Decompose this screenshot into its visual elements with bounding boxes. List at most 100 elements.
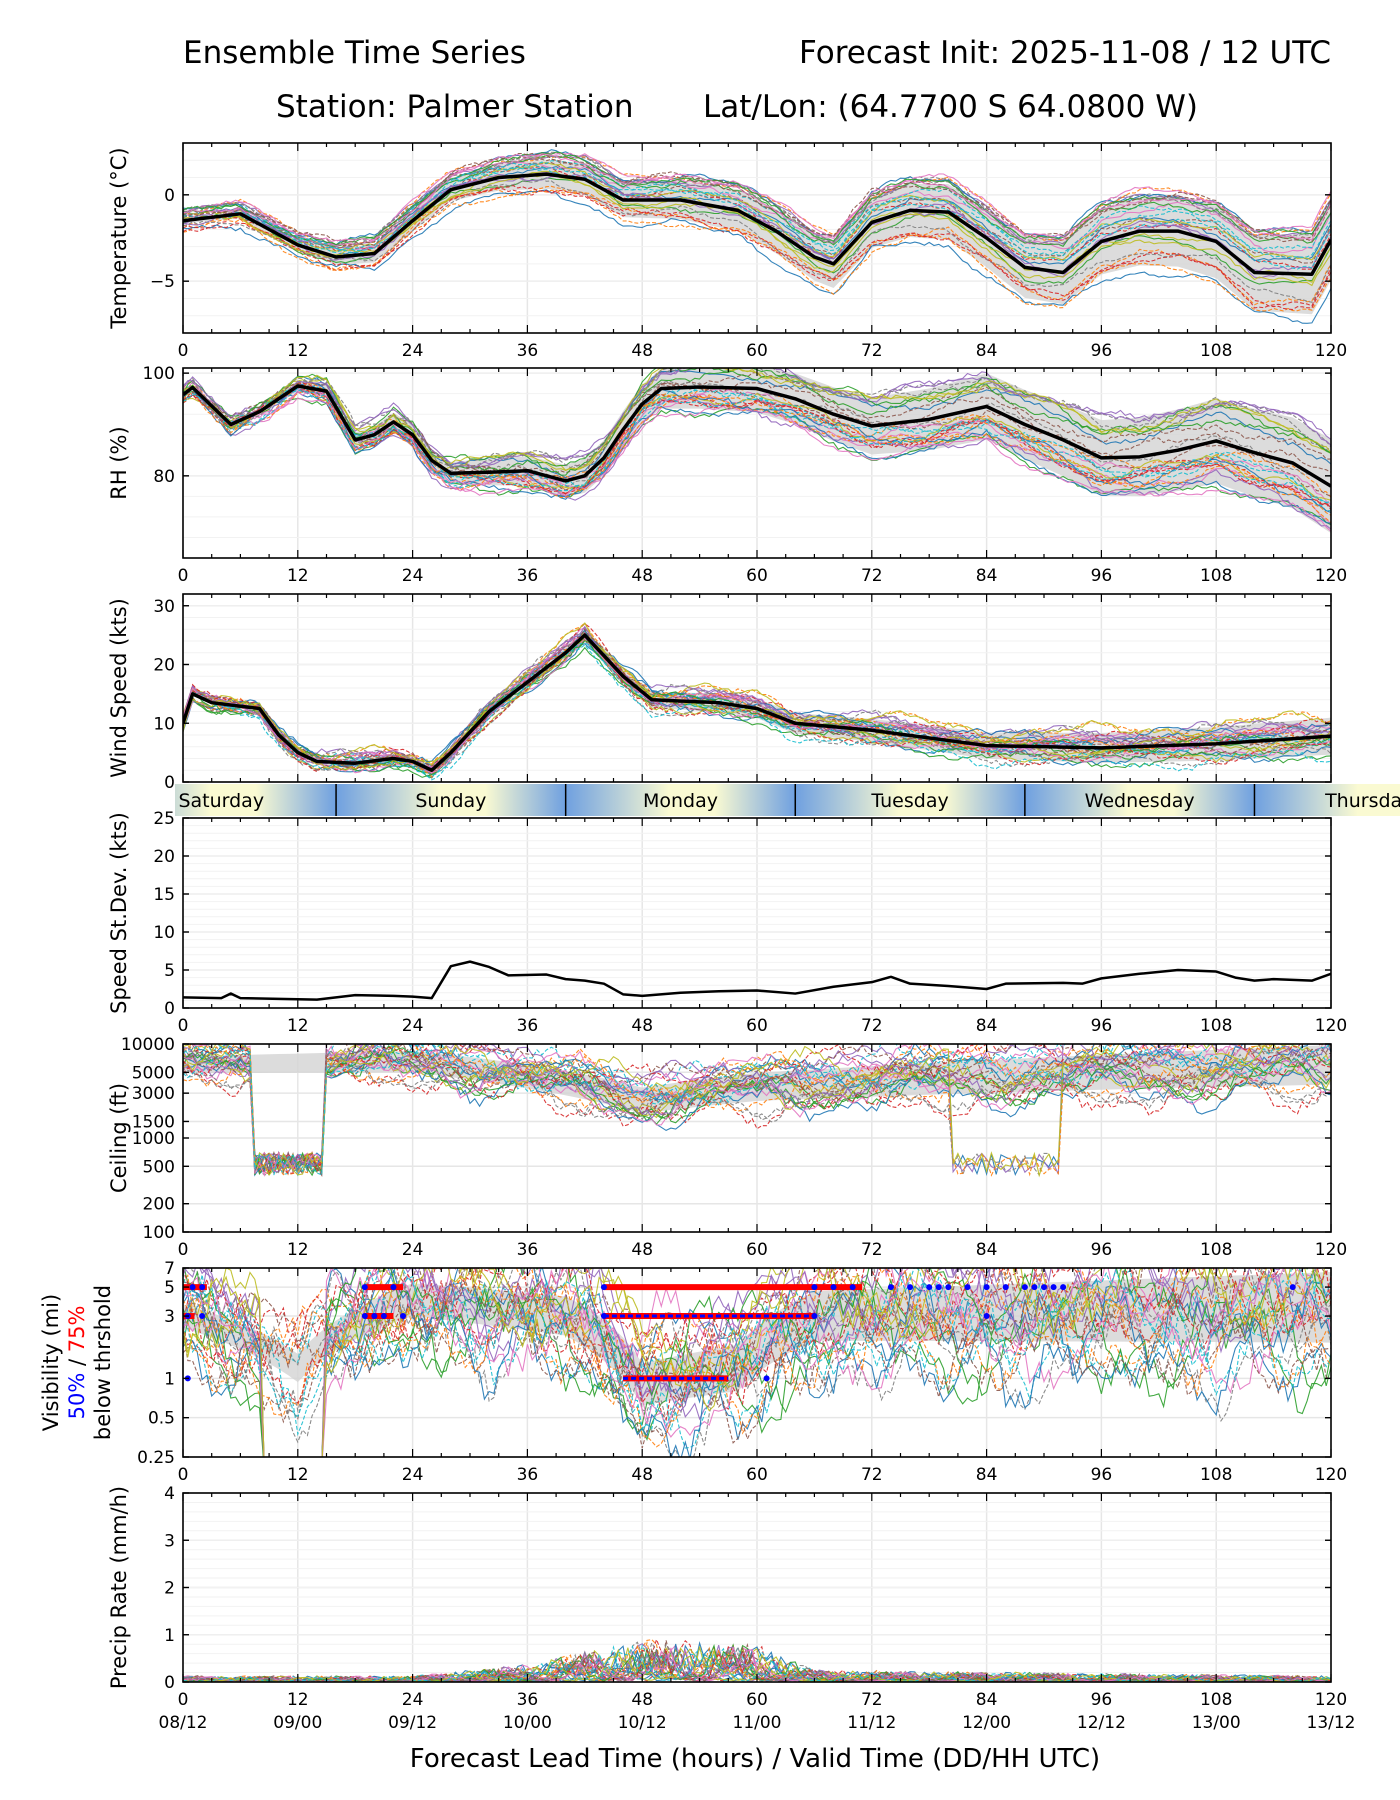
day-label: Sunday <box>415 790 486 812</box>
x-tick-label: 108 <box>1200 1016 1232 1036</box>
x-tick-label: 120 <box>1315 1016 1347 1036</box>
vis-50pct-point <box>1050 1284 1057 1291</box>
day-cell <box>175 784 337 816</box>
vis-50pct-point <box>199 1313 206 1320</box>
valid-time-label: 13/00 <box>1192 1713 1241 1733</box>
x-tick-label: 120 <box>1315 1240 1347 1260</box>
vis-50pct-point <box>189 1284 196 1291</box>
x-tick-label: 12 <box>287 1240 309 1260</box>
member-line <box>183 640 1331 772</box>
legend-50pct: 50% <box>65 1366 89 1419</box>
y-axis-label: Wind Speed (kts) <box>107 598 131 778</box>
y-tick-label: 1 <box>164 1369 175 1389</box>
x-tick-label: 60 <box>746 1465 768 1485</box>
day-label: Tuesday <box>870 790 948 812</box>
vis-50pct-point <box>964 1284 971 1291</box>
panel-wind: 010203001224364860728496108120Wind Speed… <box>107 593 1347 810</box>
x-tick-label: 0 <box>178 1465 189 1485</box>
member-line <box>183 1268 1331 1449</box>
member-line <box>183 1044 1331 1174</box>
vis-50pct-point <box>887 1284 894 1291</box>
y-tick-label: 10 <box>153 714 175 734</box>
member-line <box>183 1645 1331 1682</box>
y-tick-label: 10000 <box>121 1035 175 1055</box>
member-line <box>183 1044 1330 1176</box>
x-tick-label: 0 <box>178 341 189 361</box>
y-tick-label: 25 <box>153 809 175 829</box>
valid-time-label: 11/00 <box>733 1713 782 1733</box>
vis-50pct-point <box>763 1375 770 1382</box>
member-line <box>183 1047 1331 1177</box>
x-tick-label: 72 <box>861 1690 883 1710</box>
x-tick-label: 84 <box>976 1465 998 1485</box>
x-tick-label: 12 <box>287 341 309 361</box>
valid-time-label: 08/12 <box>159 1713 208 1733</box>
x-tick-label: 108 <box>1200 1465 1232 1485</box>
member-line <box>183 1046 1331 1177</box>
legend-75pct: 75% <box>65 1306 89 1353</box>
x-tick-label: 84 <box>976 341 998 361</box>
vis-threshold-caption: below thrshold <box>91 1285 115 1440</box>
valid-time-label: 10/00 <box>503 1713 552 1733</box>
member-line <box>183 368 1331 476</box>
y-tick-label: 500 <box>143 1157 175 1177</box>
y-tick-label: 4 <box>164 1484 175 1504</box>
vis-50pct-point <box>390 1284 397 1291</box>
vis-50pct-point <box>935 1284 942 1291</box>
x-tick-label: 60 <box>746 1240 768 1260</box>
station-latlon: Lat/Lon: (64.7700 S 64.0800 W) <box>703 89 1198 125</box>
vis-50pct-point <box>380 1313 387 1320</box>
member-line <box>183 1273 1331 1435</box>
y-tick-label: 3 <box>164 1307 175 1327</box>
x-tick-label: 72 <box>861 566 883 586</box>
member-line <box>183 1282 1331 1429</box>
member-line <box>183 1268 1331 1448</box>
y-tick-label: 0 <box>164 186 175 206</box>
vis-50pct-point <box>830 1284 837 1291</box>
member-line <box>183 387 1331 504</box>
x-tick-label: 96 <box>1091 1690 1113 1710</box>
member-line <box>183 622 1331 767</box>
vis-50pct-point <box>926 1284 933 1291</box>
panel-temp: 0 −5 0 12 24 36 48 60 72 84 96 108 120 Temperature (°… <box>107 142 1347 361</box>
x-tick-label: 12 <box>287 1690 309 1710</box>
x-tick-label: 48 <box>631 1690 653 1710</box>
vis-50pct-point <box>945 1284 952 1291</box>
y-tick-label: 5 <box>164 961 175 981</box>
member-line <box>183 1282 1331 1457</box>
valid-time-label: 09/00 <box>273 1713 322 1733</box>
member-line <box>183 1278 1331 1444</box>
valid-time-label: 09/12 <box>388 1713 437 1733</box>
member-line <box>183 632 1331 773</box>
y-axis-label: Precip Rate (mm/h) <box>107 1486 131 1689</box>
ensemble-spread <box>183 368 1331 534</box>
vis-50pct-point <box>199 1284 206 1291</box>
x-tick-label: 12 <box>287 1465 309 1485</box>
member-line <box>183 156 1331 247</box>
x-tick-label: 48 <box>631 1240 653 1260</box>
x-tick-label: 72 <box>861 1465 883 1485</box>
y-tick-label: 80 <box>153 467 175 487</box>
y-axis: 0 5 10 15 20 25 <box>153 809 1331 1019</box>
ensemble-mean-line <box>183 172 1331 277</box>
vis-50pct-point <box>1002 1284 1009 1291</box>
vis-50pct-point <box>1060 1284 1067 1291</box>
vis-50pct-point <box>600 1284 607 1291</box>
day-band-cells: Saturday Sunday Monday Tuesday Wednesday Thur… <box>175 784 1400 816</box>
member-line <box>183 368 1331 471</box>
member-line <box>183 152 1331 245</box>
x-tick-label: 48 <box>631 1465 653 1485</box>
x-axis: 0 12 24 36 48 60 72 84 96 108 120 <box>178 818 1347 1036</box>
ensemble-spread <box>183 159 1331 315</box>
vis-threshold-legend: 50% / 75% <box>65 1306 89 1420</box>
day-band: Saturday Sunday Monday Tuesday Wednesday Thur… <box>175 784 1400 816</box>
x-tick-label: 84 <box>976 1016 998 1036</box>
x-tick-label: 36 <box>517 566 539 586</box>
member-line <box>183 160 1331 254</box>
x-tick-label: 120 <box>1315 566 1347 586</box>
x-tick-label: 0 <box>178 1016 189 1036</box>
figure-title: Ensemble Time Series <box>183 35 526 71</box>
y-tick-label: 5 <box>164 1278 175 1298</box>
